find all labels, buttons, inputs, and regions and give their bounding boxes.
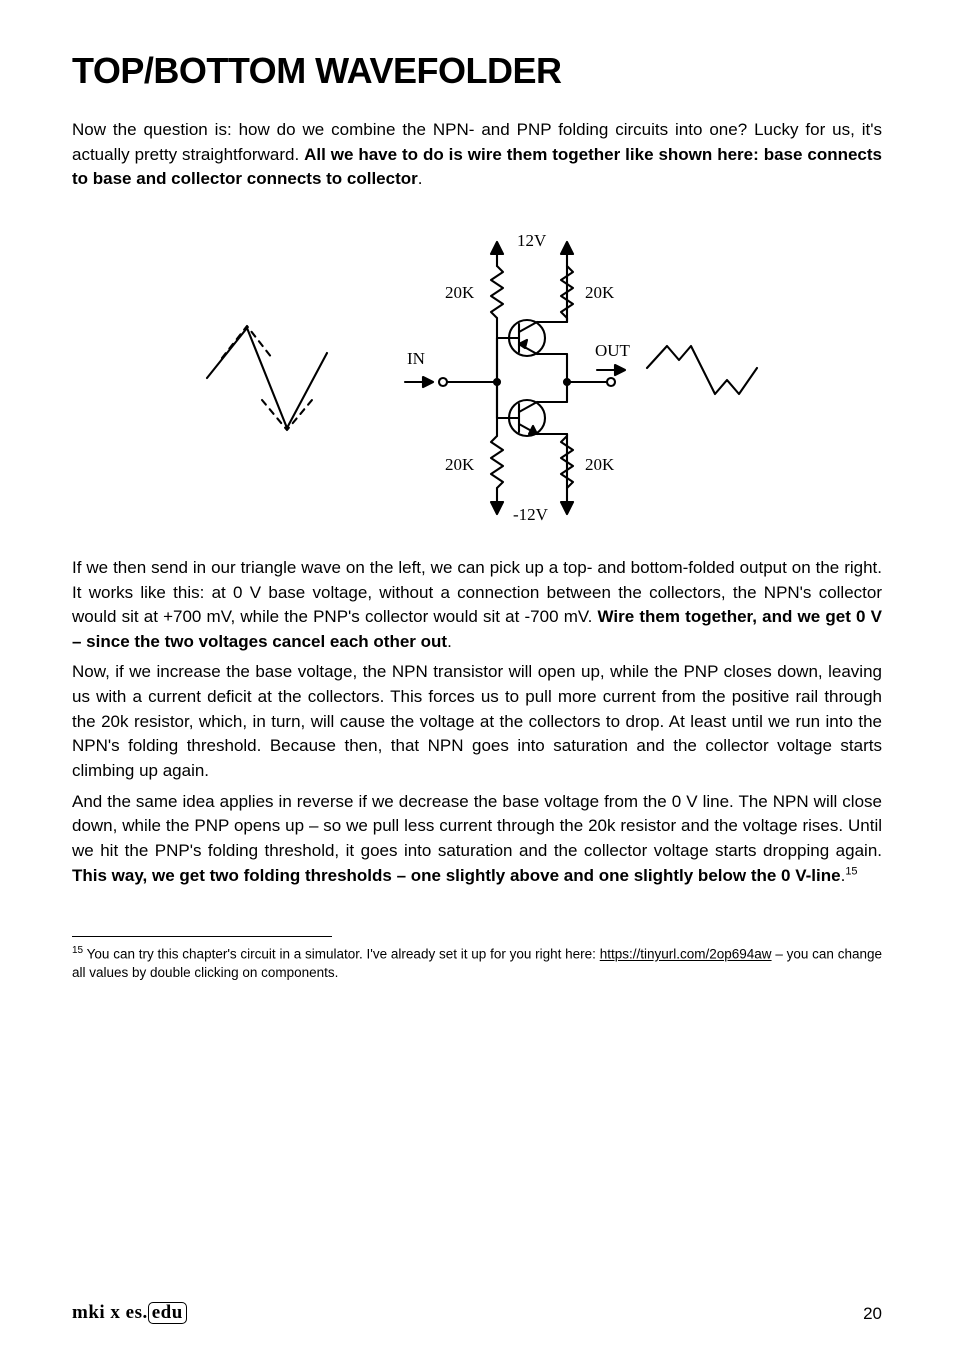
pnp-transistor <box>497 266 567 382</box>
footnote: 15 You can try this chapter's circuit in… <box>72 944 882 982</box>
body-paragraph-2: If we then send in our triangle wave on … <box>72 556 882 655</box>
body-4b: This way, we get two folding thresholds … <box>72 866 841 885</box>
out-terminal <box>607 378 615 386</box>
body-paragraph-4: And the same idea applies in reverse if … <box>72 790 882 889</box>
circuit-diagram-container: IN 20K 20K 12V -12V <box>72 218 882 528</box>
footnote-ref: 15 <box>845 865 857 877</box>
resistor-bottom-left: 20K <box>445 382 503 514</box>
in-terminal <box>439 378 447 386</box>
resistor-top-left: 20K <box>445 242 503 382</box>
footnote-divider <box>72 936 332 937</box>
in-label: IN <box>407 349 425 368</box>
svg-text:20K: 20K <box>585 455 615 474</box>
svg-text:20K: 20K <box>445 455 475 474</box>
bottom-rail-label: -12V <box>513 505 549 524</box>
logo-text: mki x es. <box>72 1302 148 1323</box>
npn-transistor <box>497 338 567 488</box>
resistor-top-right: 20K <box>561 242 615 322</box>
svg-text:20K: 20K <box>585 283 615 302</box>
page-title: TOP/BOTTOM WAVEFOLDER <box>72 50 882 92</box>
body-2c: . <box>447 632 452 651</box>
body-paragraph-3: Now, if we increase the base voltage, th… <box>72 660 882 783</box>
logo-edu-box: edu <box>148 1302 187 1324</box>
out-arrow-head <box>615 365 625 375</box>
footnote-text-a: You can try this chapter's circuit in a … <box>83 947 600 962</box>
body-4a: And the same idea applies in reverse if … <box>72 792 882 860</box>
circuit-diagram: IN 20K 20K 12V -12V <box>167 218 787 528</box>
svg-text:20K: 20K <box>445 283 475 302</box>
intro-paragraph: Now the question is: how do we combine t… <box>72 118 882 192</box>
footnote-link[interactable]: https://tinyurl.com/2op694aw <box>600 947 772 962</box>
top-rail-label: 12V <box>517 231 547 250</box>
page-number: 20 <box>863 1304 882 1324</box>
out-label: OUT <box>595 341 631 360</box>
footnote-number: 15 <box>72 945 83 956</box>
in-arrow-head <box>423 377 433 387</box>
output-waveform <box>647 346 757 394</box>
brand-logo: mki x es.edu <box>72 1302 187 1324</box>
page-footer: mki x es.edu 20 <box>72 1302 882 1324</box>
input-waveform <box>207 326 327 430</box>
resistor-bottom-right: 20K <box>561 434 615 514</box>
intro-text-1c: . <box>418 169 423 188</box>
